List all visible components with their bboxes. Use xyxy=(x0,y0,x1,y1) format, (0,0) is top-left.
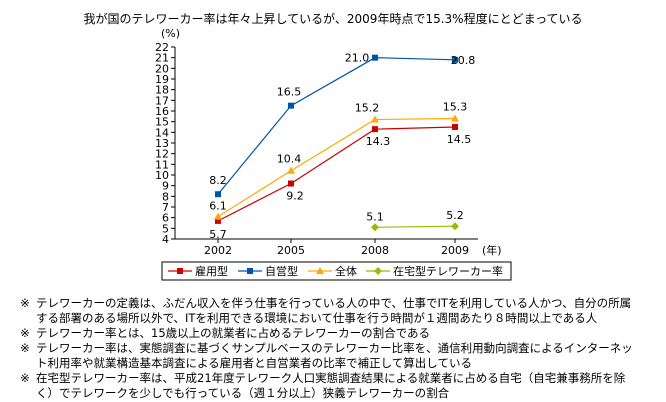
note-item: ※ テレワーカー率とは、15歳以上の就業者に占めるテレワーカーの割合である xyxy=(14,326,664,341)
data-point-0-1 xyxy=(288,180,294,187)
x-tick-label: 2002 xyxy=(204,244,232,257)
note-line: 在宅型テレワーカー率は、平成21年度テレワーク人口実態調査結果による就業者に占め… xyxy=(36,371,626,385)
note-mark: ※ xyxy=(20,371,30,385)
data-point-1-1 xyxy=(288,102,294,109)
note-mark: ※ xyxy=(20,296,30,310)
data-label-3-3: 5.2 xyxy=(446,209,464,222)
legend-marker-1 xyxy=(247,268,253,274)
y-tick-label: 12 xyxy=(155,148,169,161)
data-label-3-2: 5.1 xyxy=(366,210,384,223)
data-label-0-1: 9.2 xyxy=(286,190,304,203)
legend-marker-2 xyxy=(316,267,324,274)
x-tick-label: 2008 xyxy=(361,244,389,257)
data-point-1-3 xyxy=(452,56,458,63)
note-line: テレワーカー率は、実態調査に基づくサンプルベースのテレワーカー比率を、通信利用動… xyxy=(36,341,633,355)
data-label-2-3: 15.3 xyxy=(443,100,468,113)
data-point-2-1 xyxy=(287,166,295,174)
data-label-2-0: 6.1 xyxy=(209,200,227,213)
data-point-0-2 xyxy=(372,126,378,133)
data-label-1-2: 21.0 xyxy=(345,52,370,65)
y-tick-label: 7 xyxy=(162,201,169,214)
note-line: ト利用率や就業構造基本調査による雇用者と自営業者の比率で補正して算出している xyxy=(36,356,472,370)
note-item: ※ 在宅型テレワーカー率は、平成21年度テレワーク人口実態調査結果による就業者に占… xyxy=(14,371,664,401)
data-point-3-3 xyxy=(451,222,459,231)
series-line-2 xyxy=(217,117,456,218)
note-mark: ※ xyxy=(20,326,30,340)
note-line: く）でテレワークを少しでも行っている（週１分以上）狭義テレワーカーの割合 xyxy=(36,386,450,400)
data-point-1-0 xyxy=(215,191,221,198)
y-tick-label: 11 xyxy=(155,158,169,171)
data-label-0-3: 14.5 xyxy=(447,133,472,146)
data-point-1-2 xyxy=(372,54,378,61)
note-text: テレワーカー率とは、15歳以上の就業者に占めるテレワーカーの割合である xyxy=(36,326,664,341)
data-label-1-1: 16.5 xyxy=(277,86,302,99)
data-label-2-1: 10.4 xyxy=(277,153,302,166)
legend-box xyxy=(161,261,512,281)
legend-label-0: 雇用型 xyxy=(195,264,228,278)
data-point-2-2 xyxy=(371,115,379,123)
y-tick-label: 15 xyxy=(155,116,169,129)
x-unit-label: (年) xyxy=(482,243,502,257)
data-point-3-2 xyxy=(371,223,379,232)
y-tick-label: 22 xyxy=(155,41,169,54)
note-text: テレワーカー率は、実態調査に基づくサンプルベースのテレワーカー比率を、通信利用動… xyxy=(36,341,664,371)
legend-label-3: 在宅型テレワーカー率 xyxy=(393,264,503,278)
notes: ※ テレワーカーの定義は、ふだん収入を伴う仕事を行っている人の中で、仕事でITを利… xyxy=(14,296,664,401)
series-line-3 xyxy=(374,225,456,228)
y-unit-label: (%) xyxy=(161,27,180,40)
y-tick-label: 4 xyxy=(162,233,169,246)
legend-label-1: 自営型 xyxy=(265,264,298,278)
y-tick-label: 16 xyxy=(155,105,169,118)
note-item: ※ テレワーカー率は、実態調査に基づくサンプルベースのテレワーカー比率を、通信利用… xyxy=(14,341,664,371)
data-label-2-2: 15.2 xyxy=(355,102,380,115)
note-item: ※ テレワーカーの定義は、ふだん収入を伴う仕事を行っている人の中で、仕事でITを利… xyxy=(14,296,664,326)
note-line: テレワーカー率とは、15歳以上の就業者に占めるテレワーカーの割合である xyxy=(36,326,431,340)
x-tick-label: 2005 xyxy=(277,244,305,257)
data-point-0-3 xyxy=(452,124,458,130)
x-tick-label: 2009 xyxy=(441,244,469,257)
y-tick-label: 19 xyxy=(155,73,169,86)
note-mark: ※ xyxy=(20,341,30,355)
y-tick-label: 6 xyxy=(162,212,169,225)
note-line: する部署のある場所以外で、ITを利用できる環境において仕事を行う時間が１週間あた… xyxy=(36,311,598,325)
data-point-2-3 xyxy=(451,114,459,122)
series-line-1 xyxy=(217,57,456,195)
note-line: テレワーカーの定義は、ふだん収入を伴う仕事を行っている人の中で、仕事でITを利用… xyxy=(36,296,632,310)
y-tick-label: 10 xyxy=(155,169,169,182)
data-point-2-0 xyxy=(214,212,222,220)
data-label-0-2: 14.3 xyxy=(366,135,391,148)
chart-title: 我が国のテレワーカー率は年々上昇しているが、2009年時点で15.3%程度にとど… xyxy=(83,12,583,26)
data-point-0-0 xyxy=(215,217,221,224)
y-tick-label: 17 xyxy=(155,94,169,107)
legend-label-2: 全体 xyxy=(335,264,357,278)
note-text: 在宅型テレワーカー率は、平成21年度テレワーク人口実態調査結果による就業者に占め… xyxy=(36,371,664,401)
data-label-1-3: 20.8 xyxy=(451,54,476,67)
y-tick-label: 5 xyxy=(162,222,169,235)
series-line-0 xyxy=(217,126,456,222)
y-tick-label: 18 xyxy=(155,84,169,97)
y-tick-label: 8 xyxy=(162,190,169,203)
data-label-1-0: 8.2 xyxy=(209,174,227,187)
note-text: テレワーカーの定義は、ふだん収入を伴う仕事を行っている人の中で、仕事でITを利用… xyxy=(36,296,664,326)
y-tick-label: 13 xyxy=(155,137,169,150)
y-tick-label: 9 xyxy=(162,180,169,193)
y-tick-label: 14 xyxy=(155,126,169,139)
y-tick-label: 20 xyxy=(155,62,169,75)
legend-marker-3 xyxy=(374,267,382,275)
data-label-0-0: 5.7 xyxy=(209,228,227,241)
y-tick-label: 21 xyxy=(155,52,169,65)
legend-marker-0 xyxy=(177,268,183,274)
